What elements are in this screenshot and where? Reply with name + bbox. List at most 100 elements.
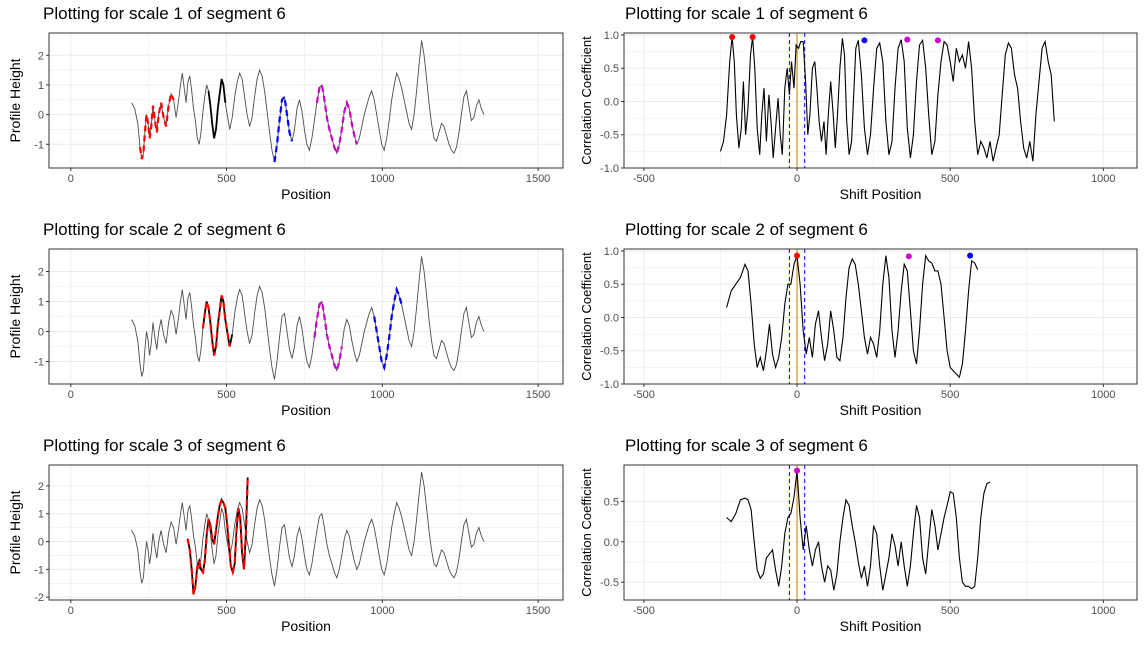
- panel-border: [48, 32, 564, 169]
- profile-chart-scale-3: 0 500 1000 1500 -2 -1 0 1 2 Position Profile Heigh…: [7, 464, 564, 634]
- x-tick-label: -500: [633, 389, 655, 401]
- panel-border: [623, 248, 1138, 385]
- x-tick-label: 500: [941, 173, 959, 185]
- matched-segment-line: [313, 298, 343, 374]
- ccf-panel-scale-1: Plotting for scale 1 of segment 6 -500 0 5…: [579, 0, 1144, 216]
- x-tick-label: 1000: [370, 173, 394, 185]
- ccf-panel-scale-3: Plotting for scale 3 of segment 6 -500 0 5…: [579, 432, 1144, 648]
- x-tick-label: 0: [794, 605, 800, 617]
- matched-segment-line: [373, 285, 403, 372]
- ccf-chart-scale-1: -500 0 500 1000 -1.0 -0.5 0.0 0.5 1.0 Shift Posit…: [579, 30, 1138, 202]
- x-tick-label: 1000: [1091, 389, 1115, 401]
- grid-lines: [49, 249, 563, 384]
- y-axis-title: Profile Height: [7, 490, 23, 574]
- x-tick-label: 1500: [526, 389, 550, 401]
- x-tick-label: 0: [68, 173, 74, 185]
- x-tick-label: 0: [68, 389, 74, 401]
- peak-point: [967, 252, 974, 259]
- x-tick-label: 0: [68, 605, 74, 617]
- y-tick-label: -1: [34, 357, 44, 369]
- y-tick-label: 2: [38, 267, 44, 279]
- x-tick-label: 500: [941, 605, 959, 617]
- x-axis-title: Position: [281, 402, 331, 418]
- x-axis-title: Shift Position: [840, 186, 922, 202]
- panel-border: [623, 464, 1138, 601]
- chart-title: Plotting for scale 1 of segment 6: [625, 4, 868, 23]
- x-tick-label: 500: [217, 605, 235, 617]
- y-tick-label: 0: [38, 327, 44, 339]
- peak-point: [904, 36, 911, 43]
- profile-chart-scale-1: 0 500 1000 1500 -1 0 1 2 Position Profile Height: [7, 32, 564, 202]
- y-tick-label: 1.0: [604, 30, 619, 42]
- x-tick-label: 1500: [526, 605, 550, 617]
- y-tick-label: 0.5: [604, 63, 619, 75]
- peak-point: [729, 33, 736, 40]
- y-tick-label: -2: [34, 592, 44, 604]
- ccf-chart-scale-3: -500 0 500 1000 -0.5 0.0 0.5 Shift Position Corr…: [579, 464, 1138, 634]
- y-axis-title: Correlation Coefficient: [579, 36, 594, 165]
- y-tick-label: 0.0: [604, 312, 619, 324]
- x-axis-title: Shift Position: [840, 402, 922, 418]
- profile-series-line: [131, 256, 485, 380]
- window-segment-line: [186, 477, 249, 595]
- plot-area: [726, 249, 979, 384]
- y-tick-label: 1: [38, 297, 44, 309]
- peak-point: [794, 252, 801, 259]
- x-tick-label: 500: [217, 389, 235, 401]
- x-tick-label: 1000: [1091, 605, 1115, 617]
- x-tick-label: -500: [633, 173, 655, 185]
- peak-point: [905, 253, 912, 260]
- y-tick-label: 0: [38, 110, 44, 122]
- y-tick-label: 0.0: [604, 537, 619, 549]
- y-tick-label: -1.0: [600, 379, 619, 391]
- profile-chart-scale-2: 0 500 1000 1500 -1 0 1 2 Position Profile Height: [7, 248, 564, 418]
- x-tick-label: 1000: [1091, 173, 1115, 185]
- grid-lines: [49, 33, 563, 168]
- x-tick-label: 1000: [370, 389, 394, 401]
- profile-series-line: [131, 40, 485, 163]
- grid-lines: [624, 33, 1137, 169]
- matched-segment-line: [315, 82, 358, 157]
- y-axis-title: Correlation Coefficient: [579, 252, 594, 381]
- ccf-chart-scale-2: -500 0 500 1000 -1.0 -0.5 0.0 0.5 1.0 Shift Posit…: [579, 246, 1138, 418]
- x-tick-label: -500: [633, 605, 655, 617]
- plot-area: [131, 471, 485, 595]
- grid-lines: [624, 465, 1137, 600]
- grid-lines: [49, 465, 563, 600]
- plot-area: [131, 40, 485, 163]
- y-tick-label: -1: [34, 564, 44, 576]
- x-axis-title: Position: [281, 186, 331, 202]
- plot-area: [719, 33, 1055, 168]
- panel-border: [623, 32, 1138, 169]
- x-axis-title: Position: [281, 618, 331, 634]
- chart-title: Plotting for scale 2 of segment 6: [43, 220, 286, 239]
- y-tick-label: 0.5: [604, 279, 619, 291]
- y-axis-title: Profile Height: [7, 274, 23, 358]
- ccf-series-line: [726, 470, 991, 591]
- y-tick-label: 1: [38, 80, 44, 92]
- peak-point: [794, 467, 801, 474]
- y-tick-label: -1.0: [600, 163, 619, 175]
- y-tick-label: 2: [38, 481, 44, 493]
- y-tick-label: 0.0: [604, 96, 619, 108]
- plot-area: [131, 256, 485, 380]
- x-tick-label: 0: [794, 389, 800, 401]
- panel-border: [48, 464, 564, 601]
- x-tick-label: 1000: [370, 605, 394, 617]
- chart-title: Plotting for scale 3 of segment 6: [43, 436, 286, 455]
- y-tick-label: 1.0: [604, 246, 619, 258]
- peak-point: [934, 37, 941, 44]
- profile-series-line: [131, 471, 485, 587]
- y-tick-label: -0.5: [600, 346, 619, 358]
- y-axis-title: Profile Height: [7, 58, 23, 142]
- chart-title: Plotting for scale 3 of segment 6: [625, 436, 868, 455]
- x-tick-label: 0: [794, 173, 800, 185]
- matched-segment-line: [138, 90, 175, 160]
- ccf-panel-scale-2: Plotting for scale 2 of segment 6 -500 0 5…: [579, 216, 1144, 432]
- chart-title: Plotting for scale 1 of segment 6: [43, 4, 286, 23]
- ccf-series-line: [726, 253, 979, 379]
- peak-point: [749, 33, 756, 40]
- x-axis-title: Shift Position: [840, 618, 922, 634]
- y-tick-label: 0: [38, 537, 44, 549]
- y-tick-label: -0.5: [600, 577, 619, 589]
